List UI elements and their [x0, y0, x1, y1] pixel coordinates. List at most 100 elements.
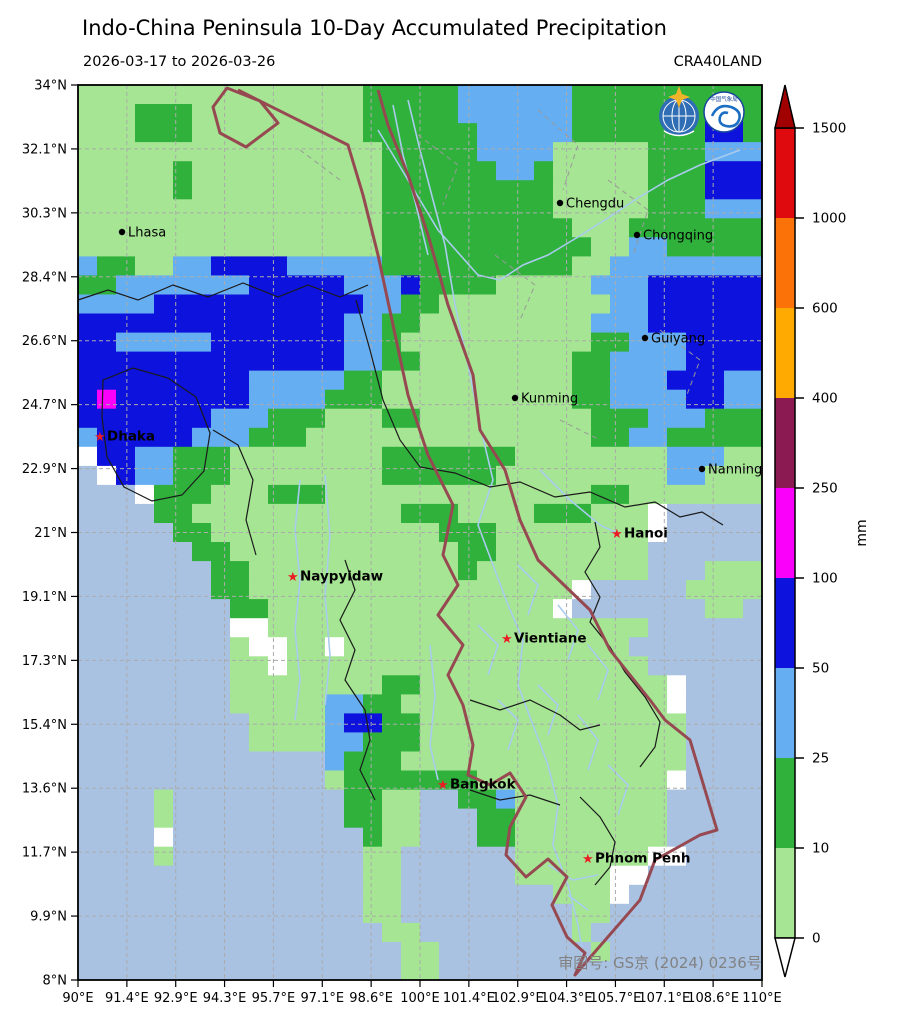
precip-cell	[382, 922, 421, 943]
precip-cell	[591, 941, 611, 962]
precip-cell	[135, 256, 174, 276]
precip-cell	[705, 408, 763, 429]
precip-cell	[78, 561, 212, 581]
precip-cell	[420, 808, 478, 829]
precip-cell	[344, 370, 383, 391]
precip-cell	[78, 313, 345, 334]
precip-cell	[401, 275, 421, 295]
precip-cell	[553, 161, 649, 181]
precip-cell	[325, 713, 345, 733]
city-label-chongqing: Chongqing	[643, 229, 713, 244]
capital-star-dhaka: ★	[94, 430, 106, 445]
precip-cell	[572, 256, 611, 276]
precip-cell	[344, 770, 478, 791]
precip-cell	[173, 789, 345, 810]
precip-cell	[686, 846, 763, 867]
precip-cell	[306, 427, 592, 448]
precip-cell	[667, 427, 763, 448]
precip-cell	[534, 161, 554, 181]
precip-cell	[591, 332, 630, 353]
y-tick-label: 26.6°N	[22, 334, 67, 349]
river	[477, 624, 499, 676]
colorbar-tick-label: 100	[812, 571, 838, 587]
precip-cell	[515, 827, 668, 848]
river	[429, 644, 439, 781]
precip-cell	[363, 732, 421, 752]
precip-cell	[78, 161, 174, 181]
precip-cell	[325, 408, 383, 429]
precip-cell	[78, 637, 231, 657]
precip-cell	[667, 503, 763, 524]
precip-cell	[230, 542, 459, 562]
precip-cell	[629, 427, 668, 448]
y-tick-label: 22.9°N	[22, 462, 67, 477]
precip-cell	[344, 313, 383, 334]
precip-cell	[363, 294, 402, 315]
x-tick-label: 95.7°E	[252, 991, 296, 1006]
x-tick-label: 94.3°E	[203, 991, 247, 1006]
precip-cell	[78, 903, 364, 924]
precip-cell	[686, 675, 763, 695]
precip-cell	[78, 599, 231, 619]
precip-cell	[629, 218, 763, 238]
precip-cell	[154, 294, 364, 315]
precip-cell	[116, 389, 250, 410]
y-tick-label: 9.9°N	[30, 910, 67, 925]
colorbar-tick-label: 50	[812, 661, 829, 677]
colorbar-under-arrow	[774, 937, 796, 978]
city-dot-chongqing	[633, 231, 641, 239]
basin-boundary	[237, 88, 719, 977]
precip-cell	[667, 789, 763, 810]
colorbar-segment	[775, 308, 795, 398]
precip-cell	[382, 180, 554, 200]
precip-cell	[458, 561, 478, 581]
precip-cell	[705, 161, 763, 181]
precip-cell	[192, 123, 364, 143]
city-dot-kunming	[511, 394, 519, 402]
precip-cell	[439, 961, 763, 981]
precip-cell	[648, 523, 668, 543]
precip-cell	[173, 846, 364, 867]
precip-cell	[78, 503, 155, 524]
precip-cell	[344, 332, 383, 353]
y-tick-label: 8°N	[43, 974, 68, 989]
precip-cell	[648, 275, 763, 295]
precip-cell	[78, 237, 383, 257]
precip-cell	[382, 675, 421, 695]
precip-cell	[648, 503, 668, 524]
precip-cell	[173, 446, 231, 467]
precip-cell	[249, 275, 345, 295]
precip-cell	[97, 389, 117, 410]
precip-cell	[534, 503, 592, 524]
precip-cell	[686, 770, 763, 791]
precip-cell	[629, 637, 763, 657]
precip-cell	[325, 770, 345, 791]
page-title: Indo-China Peninsula 10-Day Accumulated …	[82, 16, 667, 40]
precip-cell	[686, 732, 763, 752]
precip-cell	[629, 237, 668, 257]
x-tick-label: 107.1°E	[638, 991, 690, 1006]
province-border	[417, 134, 459, 206]
precip-cell	[496, 523, 649, 543]
precip-cell	[78, 123, 136, 143]
y-tick-label: 24.7°N	[22, 398, 67, 413]
precip-cell	[382, 256, 573, 276]
precip-cell	[553, 180, 649, 200]
precip-cell	[192, 542, 231, 562]
precip-cell	[686, 713, 763, 733]
precip-cell	[401, 941, 440, 962]
capital-star-hanoi: ★	[611, 527, 623, 542]
city-label-lhasa: Lhasa	[128, 226, 166, 241]
precip-cell	[648, 161, 706, 181]
x-tick-label: 105.7°E	[589, 991, 641, 1006]
precip-cell	[78, 142, 383, 162]
y-tick-label: 15.4°N	[22, 718, 67, 733]
colorbar-tick-label: 0	[812, 931, 821, 947]
precip-cell	[477, 561, 649, 581]
precip-cell	[192, 180, 383, 200]
precip-cell	[78, 199, 383, 219]
x-tick-label: 108.6°E	[687, 991, 739, 1006]
country-border	[101, 367, 211, 502]
precip-cell	[458, 503, 535, 524]
